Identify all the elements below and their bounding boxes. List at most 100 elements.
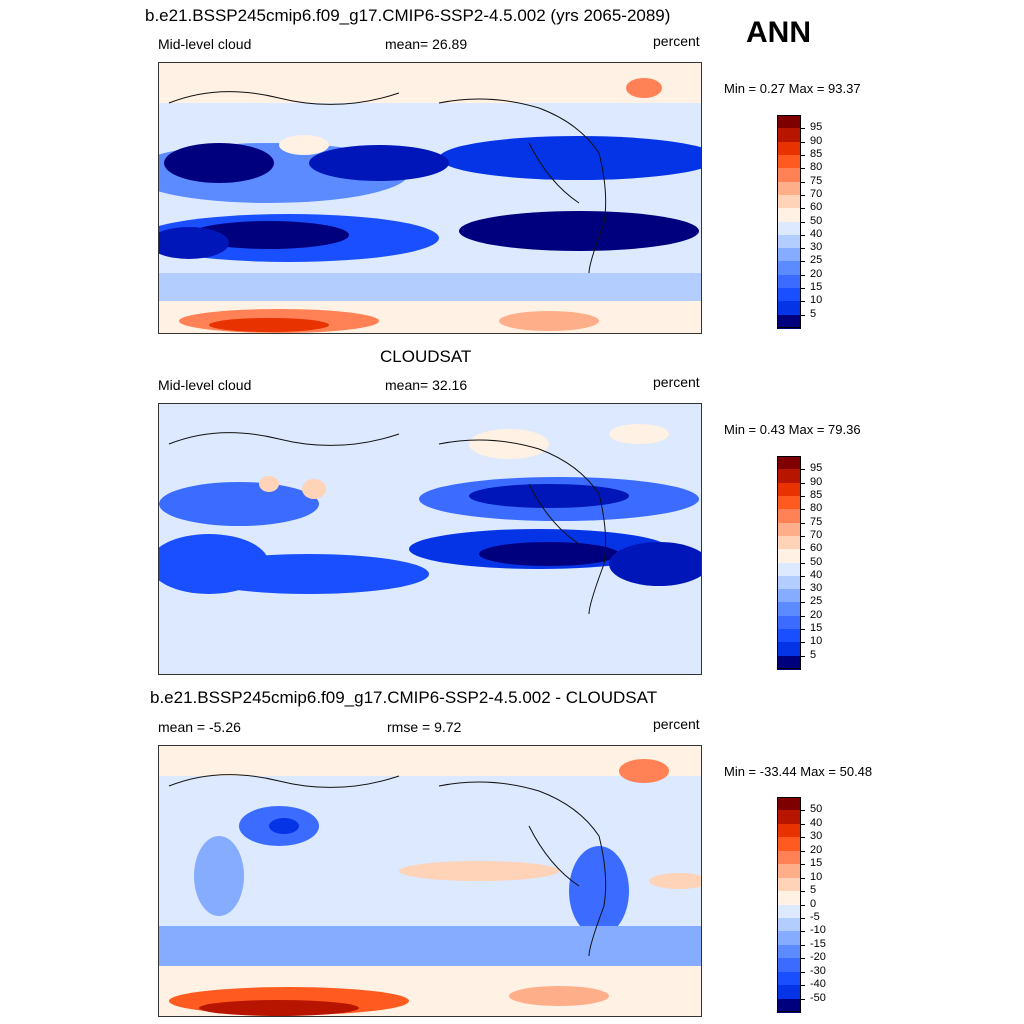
panel3-title: b.e21.BSSP245cmip6.f09_g17.CMIP6-SSP2-4.… (150, 688, 658, 707)
colorbar-swatch (777, 642, 801, 657)
colorbar-swatch (777, 602, 801, 617)
colorbar-label: 10 (810, 294, 823, 307)
colorbar-tick (801, 221, 805, 223)
panel2-units-label: percent (653, 374, 700, 390)
colorbar-tick (801, 274, 805, 276)
colorbar-swatch (777, 864, 801, 879)
colorbar-swatch (777, 314, 801, 329)
colorbar-tick (801, 837, 805, 839)
colorbar-tick (801, 917, 805, 919)
colorbar-tick (801, 958, 805, 960)
colorbar-swatch (777, 615, 801, 630)
colorbar-tick (801, 562, 805, 564)
colorbar-label: -30 (810, 964, 826, 977)
season-label: ANN (746, 16, 811, 49)
colorbar-label: 10 (810, 870, 823, 883)
colorbar-swatch (777, 469, 801, 484)
colorbar-swatch (777, 495, 801, 510)
panel1-variable-label: Mid-level cloud (158, 36, 252, 52)
colorbar-tick (801, 655, 805, 657)
colorbar-label: -40 (810, 978, 826, 991)
colorbar-tick (801, 615, 805, 617)
colorbar-label: 30 (810, 830, 823, 843)
colorbar-tick (801, 971, 805, 973)
colorbar-tick (801, 589, 805, 591)
colorbar-tick (801, 301, 805, 303)
colorbar-label: 75 (810, 174, 823, 187)
colorbar-swatch (777, 234, 801, 249)
panel2-variable-label: Mid-level cloud (158, 377, 252, 393)
colorbar-swatch (777, 823, 801, 838)
colorbar-swatch (777, 944, 801, 959)
colorbar-tick (801, 891, 805, 893)
colorbar-swatch (777, 181, 801, 196)
colorbar-tick (801, 629, 805, 631)
panel3-rmse-label: rmse = 9.72 (387, 719, 462, 735)
panel2-minmax-label: Min = 0.43 Max = 79.36 (724, 422, 861, 437)
panel3-mean-label: mean = -5.26 (158, 719, 241, 735)
colorbar-label: 25 (810, 254, 823, 267)
colorbar-swatch (777, 562, 801, 577)
colorbar-label: 85 (810, 488, 823, 501)
colorbar-label: 10 (810, 635, 823, 648)
colorbar-label: 25 (810, 595, 823, 608)
colorbar-tick (801, 602, 805, 604)
colorbar-swatch (777, 288, 801, 302)
panel1-map (158, 62, 702, 334)
colorbar-label: 70 (810, 528, 823, 541)
colorbar-swatch (777, 850, 801, 865)
colorbar-tick (801, 850, 805, 852)
colorbar-swatch (777, 248, 801, 262)
colorbar-swatch (777, 589, 801, 603)
colorbar-swatch (777, 904, 801, 919)
colorbar-swatch (777, 194, 801, 209)
colorbar-label: 60 (810, 542, 823, 555)
colorbar-swatch (777, 971, 801, 986)
panel1-mean-label: mean= 26.89 (385, 36, 468, 52)
colorbar-swatch (777, 655, 801, 670)
panel2-colorbar (777, 456, 801, 670)
colorbar-swatch (777, 509, 801, 524)
colorbar-label: 40 (810, 227, 823, 240)
colorbar-tick (801, 575, 805, 577)
colorbar-tick (801, 931, 805, 933)
colorbar-swatch (777, 535, 801, 550)
colorbar-label: 15 (810, 857, 823, 870)
colorbar-label: 50 (810, 214, 823, 227)
colorbar-label: 30 (810, 241, 823, 254)
colorbar-label: 80 (810, 161, 823, 174)
panel3-colorbar (777, 797, 801, 1013)
colorbar-label: 5 (810, 307, 817, 320)
colorbar-tick (801, 944, 805, 946)
colorbar-tick (801, 261, 805, 263)
colorbar-label: -50 (810, 991, 826, 1004)
colorbar-tick (801, 985, 805, 987)
colorbar-label: -15 (810, 937, 826, 950)
colorbar-tick (801, 495, 805, 497)
colorbar-swatch (777, 154, 801, 169)
colorbar-label: 70 (810, 187, 823, 200)
colorbar-swatch (777, 168, 801, 183)
colorbar-label: 50 (810, 803, 823, 816)
colorbar-tick (801, 998, 805, 1000)
colorbar-tick (801, 208, 805, 210)
panel1-title: b.e21.BSSP245cmip6.f09_g17.CMIP6-SSP2-4.… (145, 6, 671, 25)
colorbar-label: 95 (810, 462, 823, 475)
colorbar-swatch (777, 301, 801, 316)
colorbar-tick (801, 522, 805, 524)
colorbar-label: 80 (810, 502, 823, 515)
colorbar-label: -20 (810, 951, 826, 964)
colorbar-swatch (777, 985, 801, 1000)
colorbar-label: 60 (810, 201, 823, 214)
panel1-minmax-label: Min = 0.27 Max = 93.37 (724, 81, 861, 96)
colorbar-tick (801, 141, 805, 143)
colorbar-swatch (777, 115, 801, 129)
panel1-colorbar (777, 115, 801, 329)
colorbar-label: 0 (810, 897, 817, 910)
colorbar-label: 5 (810, 648, 817, 661)
colorbar-label: 15 (810, 281, 823, 294)
panel2-mean-label: mean= 32.16 (385, 377, 468, 393)
colorbar-swatch (777, 522, 801, 537)
colorbar-swatch (777, 575, 801, 590)
colorbar-tick (801, 248, 805, 250)
